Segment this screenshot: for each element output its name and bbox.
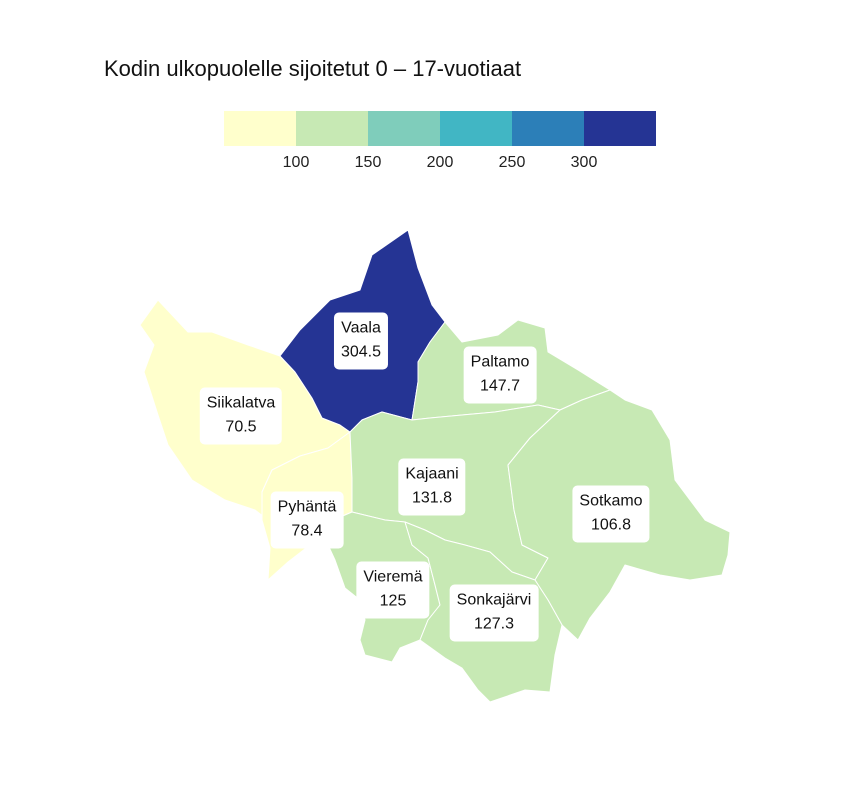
legend-swatch [584,111,656,146]
color-legend: 100 150 200 250 300 [0,0,864,200]
region-value: 127.3 [473,615,515,633]
region-name: Sotkamo [579,492,643,510]
region-value: 125 [379,592,407,610]
region-label-sonkajarvi: Sonkajärvi 127.3 [449,584,539,642]
region-value: 131.8 [411,489,453,507]
legend-tick-label: 200 [426,154,454,171]
legend-swatch [224,111,296,146]
region-value: 304.5 [340,343,382,361]
region-name: Pyhäntä [277,498,337,516]
legend-swatch [368,111,440,146]
legend-swatch [440,111,512,146]
region-label-paltamo: Paltamo 147.7 [463,346,537,404]
legend-swatch [512,111,584,146]
region-label-vierema: Vieremä 125 [356,561,430,619]
region-name: Kajaani [405,465,459,483]
region-label-sotkamo: Sotkamo 106.8 [572,485,650,543]
region-label-kajaani: Kajaani 131.8 [398,458,466,516]
region-label-vaala: Vaala 304.5 [333,312,389,370]
region-value: 70.5 [225,418,257,436]
region-label-pyhanta: Pyhäntä 78.4 [270,491,344,549]
region-value: 106.8 [590,516,632,534]
legend-tick-label: 100 [282,154,310,171]
region-name: Siikalatva [206,394,276,412]
legend-tick-label: 250 [498,154,526,171]
region-name: Vaala [341,319,381,337]
region-value: 78.4 [291,522,323,540]
map-title: Kodin ulkopuolelle sijoitetut 0 – 17-vuo… [104,56,522,81]
legend-swatch [296,111,368,146]
legend-tick-label: 300 [570,154,598,171]
region-value: 147.7 [479,377,521,395]
region-name: Paltamo [470,353,530,371]
region-label-siikalatva: Siikalatva 70.5 [199,387,283,445]
region-name: Vieremä [363,568,423,586]
region-name: Sonkajärvi [456,591,532,609]
legend-tick-label: 150 [354,154,382,171]
legend-bar [224,111,656,146]
